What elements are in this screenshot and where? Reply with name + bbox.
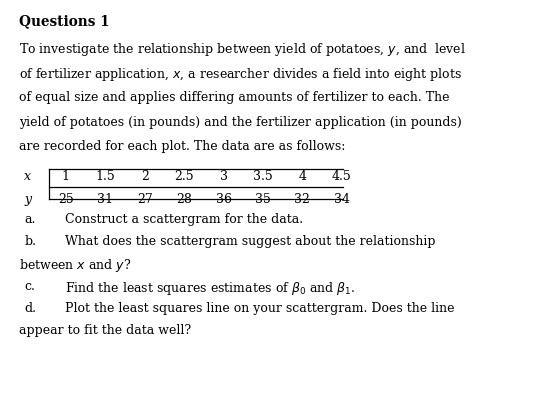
Text: 27: 27 <box>137 194 153 206</box>
Text: 4.5: 4.5 <box>332 170 352 183</box>
Text: yield of potatoes (in pounds) and the fertilizer application (in pounds): yield of potatoes (in pounds) and the fe… <box>19 116 462 129</box>
Text: 32: 32 <box>294 194 310 206</box>
Text: 36: 36 <box>215 194 232 206</box>
Text: 34: 34 <box>334 194 350 206</box>
Text: 1: 1 <box>62 170 70 183</box>
Text: y: y <box>24 194 31 206</box>
Text: 1.5: 1.5 <box>96 170 115 183</box>
Text: of fertilizer application, $x$, a researcher divides a field into eight plots: of fertilizer application, $x$, a resear… <box>19 66 462 83</box>
Text: Questions 1: Questions 1 <box>19 14 110 28</box>
Text: 3.5: 3.5 <box>253 170 273 183</box>
Text: b.: b. <box>24 235 36 248</box>
Text: 31: 31 <box>97 194 113 206</box>
Text: 2: 2 <box>141 170 148 183</box>
Text: c.: c. <box>24 280 35 293</box>
Text: d.: d. <box>24 302 36 315</box>
Text: Construct a scattergram for the data.: Construct a scattergram for the data. <box>65 213 303 226</box>
Text: 4: 4 <box>299 170 306 183</box>
Text: To investigate the relationship between yield of potatoes, $y$, and  level: To investigate the relationship between … <box>19 41 466 58</box>
Text: between $x$ and $y$?: between $x$ and $y$? <box>19 257 131 274</box>
Text: 25: 25 <box>58 194 74 206</box>
Text: 28: 28 <box>176 194 192 206</box>
Text: a.: a. <box>24 213 36 226</box>
Text: 3: 3 <box>220 170 227 183</box>
Text: Plot the least squares line on your scattergram. Does the line: Plot the least squares line on your scat… <box>65 302 454 315</box>
Text: 35: 35 <box>255 194 271 206</box>
Text: appear to fit the data well?: appear to fit the data well? <box>19 324 191 337</box>
Text: Find the least squares estimates of $\beta_0$ and $\beta_1$.: Find the least squares estimates of $\be… <box>65 280 355 297</box>
Text: 2.5: 2.5 <box>174 170 194 183</box>
Text: of equal size and applies differing amounts of fertilizer to each. The: of equal size and applies differing amou… <box>19 91 449 104</box>
Text: x: x <box>24 170 31 183</box>
Text: What does the scattergram suggest about the relationship: What does the scattergram suggest about … <box>65 235 435 248</box>
Text: are recorded for each plot. The data are as follows:: are recorded for each plot. The data are… <box>19 140 345 154</box>
